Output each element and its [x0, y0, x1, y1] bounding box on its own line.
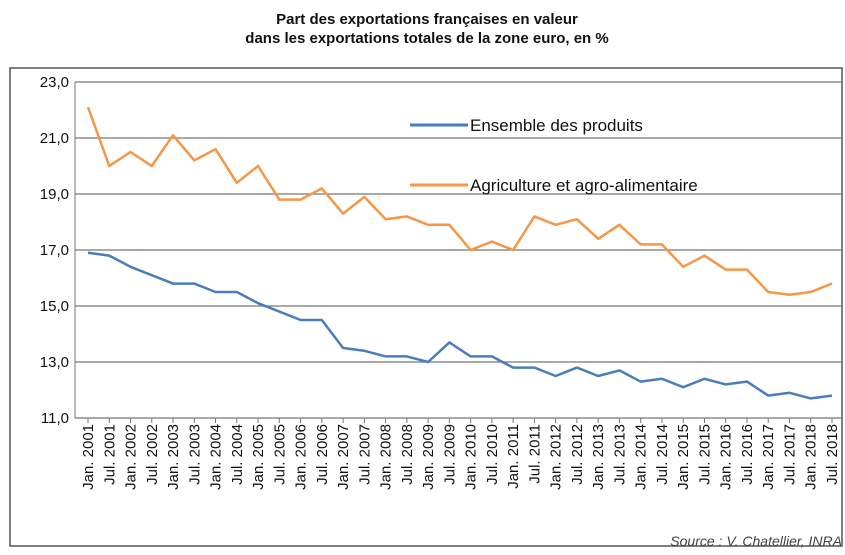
x-tick-label: Jan. 2012 — [548, 424, 565, 490]
chart-title: Part des exportations françaises en vale… — [276, 11, 578, 28]
x-tick-label: Jan. 2009 — [420, 424, 437, 490]
y-tick-label: 23,0 — [40, 74, 69, 91]
x-tick-label: Jan. 2016 — [718, 424, 735, 490]
x-tick-label: Jan. 2007 — [335, 424, 352, 490]
x-tick-label: Jul. 2003 — [186, 424, 203, 485]
x-tick-label: Jan. 2001 — [80, 424, 97, 490]
x-tick-label: Jul. 2009 — [441, 424, 458, 485]
x-tick-label: Jul. 2012 — [569, 424, 586, 485]
x-tick-label: Jan. 2018 — [803, 424, 820, 490]
x-tick-label: Jan. 2015 — [675, 424, 692, 490]
source-note: Source : V. Chatellier, INRA — [670, 533, 842, 549]
x-tick-label: Jul. 2010 — [484, 424, 501, 485]
x-tick-label: Jul. 2005 — [271, 424, 288, 485]
x-tick-label: Jan. 2004 — [208, 424, 225, 490]
x-tick-label: Jan. 2014 — [633, 424, 650, 490]
x-tick-label: Jan. 2003 — [165, 424, 182, 490]
x-tick-label: Jul. 2002 — [144, 424, 161, 485]
y-tick-label: 17,0 — [40, 242, 69, 259]
legend-label: Agriculture et agro-alimentaire — [470, 176, 698, 195]
legend-label: Ensemble des produits — [470, 116, 643, 135]
x-tick-label: Jul. 2017 — [781, 424, 798, 485]
y-tick-label: 19,0 — [40, 186, 69, 203]
x-tick-label: Jan. 2011 — [505, 424, 522, 489]
x-tick-label: Jan. 2008 — [378, 424, 395, 490]
x-tick-label: Jul. 2016 — [739, 424, 756, 485]
x-tick-label: Jul. 2007 — [356, 424, 373, 485]
x-tick-label: Jul. 2006 — [314, 424, 331, 485]
chart-frame — [9, 67, 843, 547]
x-tick-label: Jan. 2017 — [760, 424, 777, 490]
y-tick-label: 21,0 — [40, 130, 69, 147]
y-tick-label: 11,0 — [41, 410, 69, 427]
chart-title: dans les exportations totales de la zone… — [245, 30, 608, 47]
x-tick-label: Jul. 2013 — [611, 424, 628, 485]
y-tick-label: 13,0 — [40, 354, 69, 371]
x-tick-label: Jul. 2011 — [526, 424, 543, 484]
x-tick-label: Jul. 2014 — [654, 424, 671, 485]
x-tick-label: Jan. 2006 — [293, 424, 310, 490]
y-tick-label: 15,0 — [40, 298, 69, 315]
x-tick-label: Jul. 2001 — [101, 424, 118, 485]
x-tick-label: Jan. 2013 — [590, 424, 607, 490]
x-tick-label: Jul. 2008 — [399, 424, 416, 485]
x-tick-label: Jul. 2015 — [696, 424, 713, 485]
series-line — [87, 251, 833, 400]
x-tick-label: Jan. 2005 — [250, 424, 267, 490]
x-tick-label: Jan. 2010 — [463, 424, 480, 490]
x-tick-label: Jan. 2002 — [123, 424, 140, 490]
series-line — [86, 106, 833, 297]
x-tick-label: Jul. 2004 — [229, 424, 246, 485]
x-tick-label: Jul. 2018 — [824, 424, 841, 485]
